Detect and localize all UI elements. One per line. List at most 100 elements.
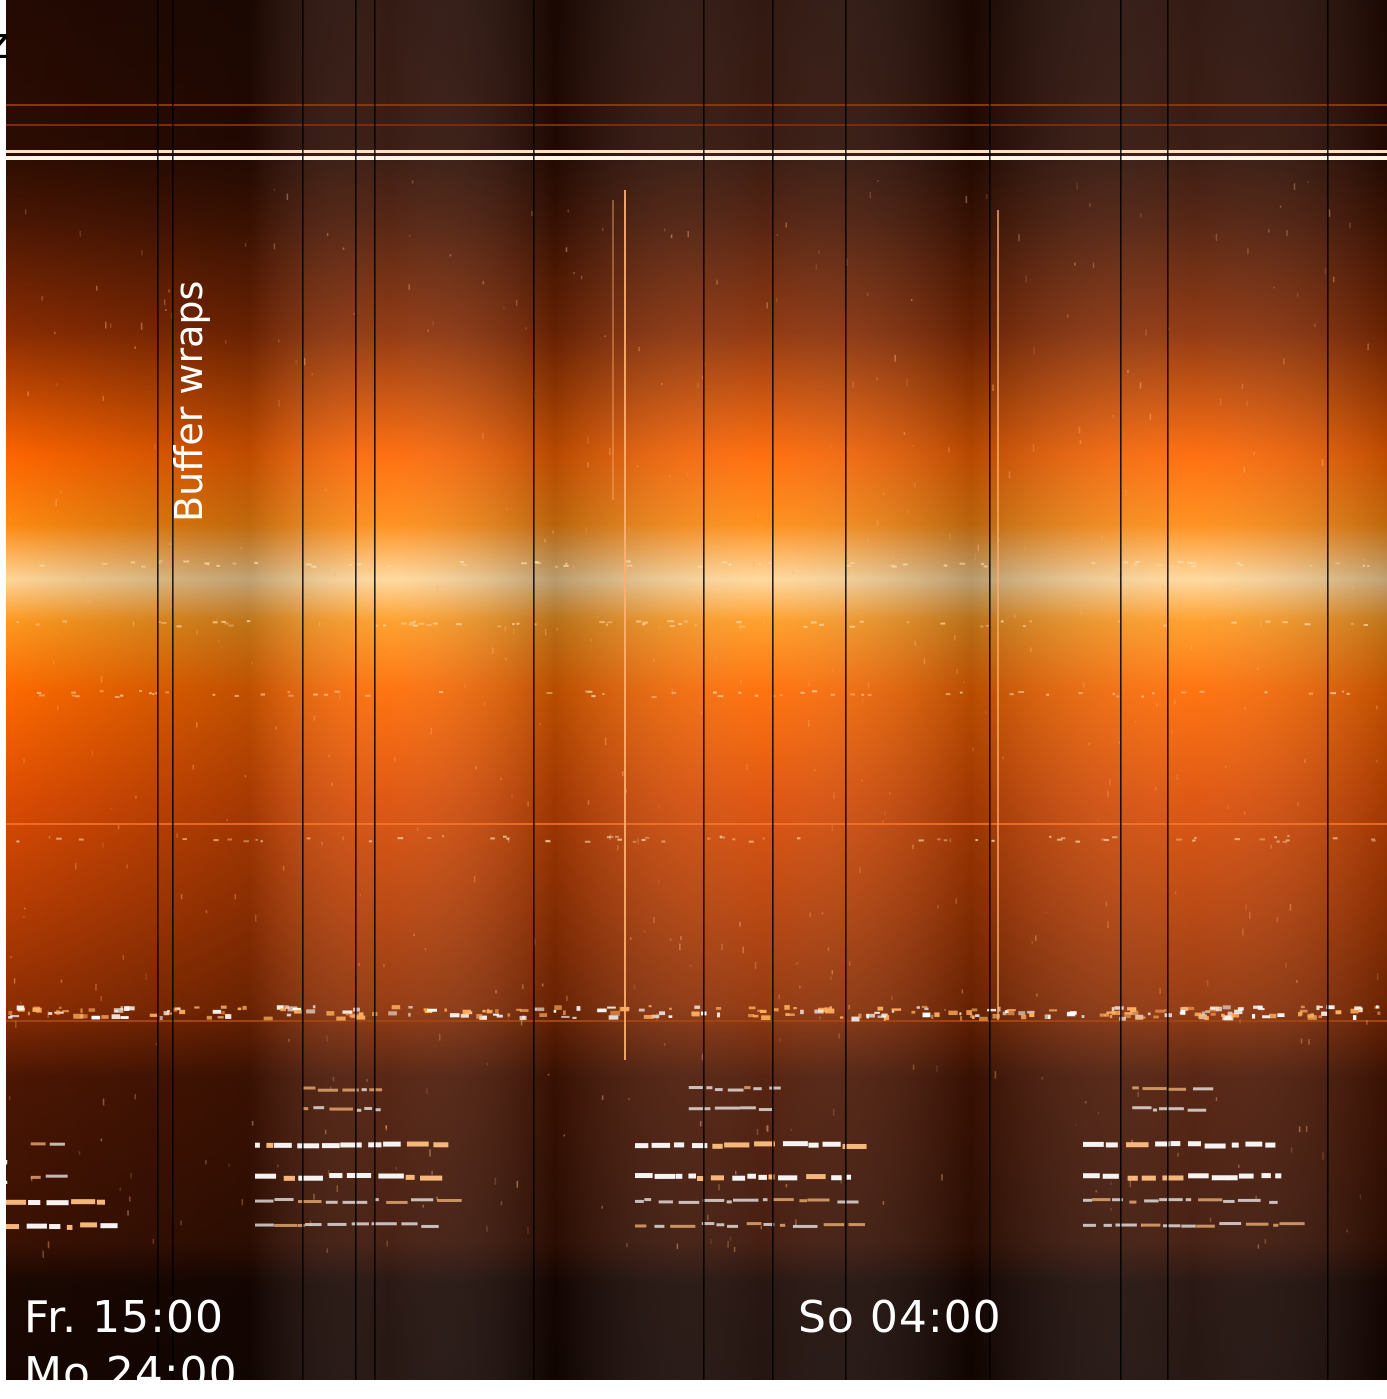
signal-dash xyxy=(56,1010,60,1015)
noise-speck xyxy=(169,543,171,546)
signal-dash xyxy=(176,625,182,628)
signal-dash xyxy=(502,835,507,838)
noise-speck xyxy=(626,1243,628,1248)
signal-dash xyxy=(597,1008,607,1013)
noise-speck xyxy=(527,801,529,807)
signal-dash xyxy=(1018,691,1025,694)
noise-speck xyxy=(278,399,280,407)
signal-dash xyxy=(460,1014,469,1018)
noise-speck xyxy=(845,446,848,450)
noise-speck xyxy=(23,758,25,764)
noise-speck xyxy=(1296,979,1298,983)
signal-dash xyxy=(537,1007,545,1012)
noise-speck xyxy=(424,948,427,951)
signal-dash xyxy=(280,1005,287,1010)
noise-speck xyxy=(1082,682,1085,688)
signal-dash xyxy=(975,1014,980,1018)
noise-speck xyxy=(100,1138,103,1142)
signal-dash xyxy=(1299,1009,1308,1013)
noise-speck xyxy=(961,989,964,994)
noise-speck xyxy=(1304,759,1306,764)
signal-dash xyxy=(317,1088,338,1092)
noise-speck xyxy=(739,626,742,630)
noise-speck xyxy=(760,1225,762,1230)
noise-speck xyxy=(100,996,102,1001)
noise-speck xyxy=(353,312,355,315)
signal-dash xyxy=(1304,623,1311,626)
signal-dash xyxy=(1209,1008,1217,1012)
noise-speck xyxy=(140,322,143,330)
signal-dash xyxy=(997,1006,1001,1012)
signal-dash xyxy=(644,1198,652,1202)
signal-dash xyxy=(71,691,76,694)
noise-speck xyxy=(948,447,950,453)
noise-speck xyxy=(383,964,385,968)
signal-dash xyxy=(246,620,251,623)
signal-dash xyxy=(1375,1005,1379,1009)
noise-speck xyxy=(1109,779,1111,785)
noise-speck xyxy=(1321,459,1324,466)
noise-speck xyxy=(1035,935,1037,941)
noise-speck xyxy=(74,863,77,870)
signal-dash xyxy=(1106,1011,1116,1014)
noise-speck xyxy=(1224,765,1227,768)
signal-dash xyxy=(1184,1006,1195,1011)
signal-dash xyxy=(78,838,84,841)
signal-dash xyxy=(497,625,502,628)
noise-speck xyxy=(324,488,327,491)
noise-speck xyxy=(109,323,112,328)
noise-speck xyxy=(1041,1076,1044,1080)
signal-dash xyxy=(754,1141,775,1147)
noise-speck xyxy=(956,668,958,675)
signal-dash xyxy=(1257,1007,1265,1011)
noise-speck xyxy=(448,597,450,605)
signal-dash xyxy=(486,1009,493,1014)
signal-dash xyxy=(969,1013,973,1018)
noise-speck xyxy=(590,638,592,642)
signal-dash xyxy=(669,624,675,627)
signal-dash xyxy=(405,1174,415,1180)
signal-dash xyxy=(1171,565,1174,568)
signal-dash xyxy=(340,1142,362,1148)
signal-dash xyxy=(1310,564,1313,567)
noise-speck xyxy=(848,961,851,966)
noise-speck xyxy=(629,937,632,940)
noise-speck xyxy=(390,650,393,654)
signal-dash xyxy=(74,695,80,698)
noise-speck xyxy=(122,954,125,960)
signal-dash xyxy=(814,1009,824,1014)
noise-speck xyxy=(1257,1244,1260,1249)
signal-dash xyxy=(987,1008,997,1012)
noise-speck xyxy=(819,1016,821,1020)
buffer-divider-line xyxy=(703,0,705,1380)
signal-dash xyxy=(784,1005,790,1010)
signal-dash xyxy=(418,622,425,625)
noise-speck xyxy=(60,979,63,983)
noise-speck xyxy=(534,938,536,945)
noise-speck xyxy=(408,284,410,290)
noise-speck xyxy=(739,921,741,927)
signal-dash xyxy=(1112,692,1115,695)
noise-speck xyxy=(1264,1239,1267,1244)
noise-speck xyxy=(52,660,55,666)
signal-dash xyxy=(810,621,817,624)
edge-fragment-bottom: z xyxy=(0,1148,9,1192)
signal-dash xyxy=(948,1010,958,1016)
noise-speck xyxy=(180,894,183,900)
noise-speck xyxy=(1066,314,1069,318)
signal-dash xyxy=(883,1016,886,1021)
noise-speck xyxy=(141,250,143,256)
noise-speck xyxy=(1107,791,1109,798)
signal-dash xyxy=(1152,692,1155,695)
signal-dash xyxy=(26,1223,47,1229)
signal-dash xyxy=(297,1143,320,1149)
signal-dash xyxy=(8,1010,13,1016)
noise-speck xyxy=(134,346,136,349)
signal-dash xyxy=(584,840,591,843)
noise-speck xyxy=(760,525,763,531)
signal-dash xyxy=(720,836,726,839)
signal-dash xyxy=(349,564,352,567)
noise-speck xyxy=(1241,383,1244,389)
signal-dash xyxy=(825,1008,835,1014)
signal-dash xyxy=(937,838,941,841)
